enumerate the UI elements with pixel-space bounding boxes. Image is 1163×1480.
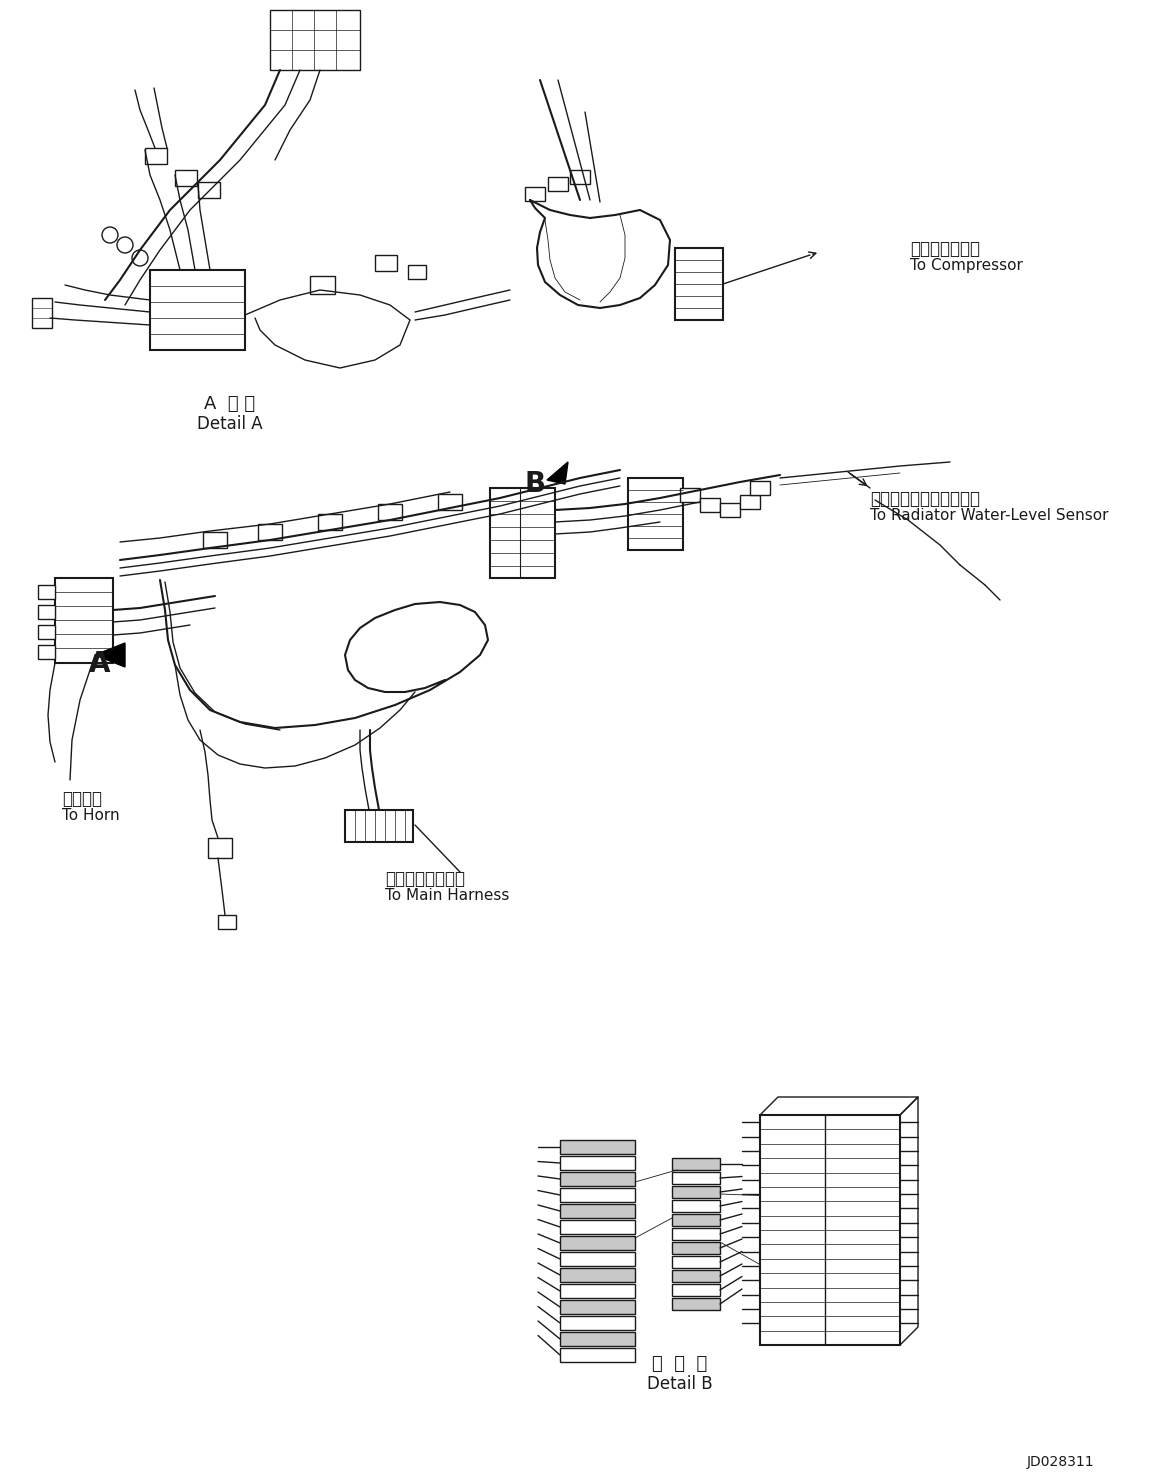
- Bar: [672, 1228, 720, 1240]
- Bar: [548, 178, 568, 191]
- Polygon shape: [95, 642, 124, 667]
- Text: JD028311: JD028311: [1026, 1455, 1094, 1470]
- Bar: [675, 249, 723, 320]
- Polygon shape: [547, 462, 568, 484]
- Bar: [561, 1188, 635, 1202]
- Bar: [672, 1172, 720, 1184]
- Text: 日  詳  細: 日 詳 細: [652, 1356, 707, 1373]
- Text: To Horn: To Horn: [62, 808, 120, 823]
- Bar: [198, 182, 220, 198]
- Bar: [145, 148, 167, 164]
- Bar: [680, 488, 700, 502]
- Bar: [38, 585, 55, 599]
- Bar: [317, 514, 342, 530]
- Bar: [378, 505, 402, 519]
- Text: Detail B: Detail B: [647, 1375, 713, 1393]
- Bar: [38, 605, 55, 619]
- Text: ホーンへ: ホーンへ: [62, 790, 102, 808]
- Text: To Main Harness: To Main Harness: [385, 888, 509, 903]
- Bar: [672, 1185, 720, 1197]
- Bar: [561, 1348, 635, 1362]
- Text: To Radiator Water-Level Sensor: To Radiator Water-Level Sensor: [870, 508, 1108, 522]
- Bar: [672, 1157, 720, 1171]
- Bar: [150, 269, 245, 349]
- Bar: [208, 838, 231, 858]
- Bar: [38, 625, 55, 639]
- Bar: [258, 524, 281, 540]
- Bar: [570, 170, 590, 184]
- Bar: [374, 255, 397, 271]
- Text: メインハーネスへ: メインハーネスへ: [385, 870, 465, 888]
- Bar: [672, 1242, 720, 1254]
- Bar: [561, 1332, 635, 1345]
- Bar: [525, 186, 545, 201]
- Bar: [561, 1172, 635, 1185]
- Bar: [55, 579, 113, 663]
- Bar: [672, 1200, 720, 1212]
- Bar: [561, 1299, 635, 1314]
- Bar: [438, 494, 462, 511]
- Bar: [672, 1298, 720, 1310]
- Bar: [490, 488, 555, 579]
- Bar: [561, 1236, 635, 1251]
- Bar: [561, 1140, 635, 1154]
- Bar: [672, 1257, 720, 1268]
- Bar: [740, 494, 759, 509]
- Bar: [628, 478, 683, 551]
- Bar: [270, 10, 361, 70]
- Bar: [204, 531, 227, 548]
- Bar: [217, 915, 236, 929]
- Text: B: B: [525, 471, 545, 497]
- Text: A  詳 細: A 詳 細: [205, 395, 256, 413]
- Bar: [311, 275, 335, 295]
- Text: To Compressor: To Compressor: [909, 258, 1023, 272]
- Bar: [561, 1252, 635, 1265]
- Bar: [759, 1114, 900, 1345]
- Bar: [750, 481, 770, 494]
- Text: A: A: [90, 650, 110, 678]
- Bar: [720, 503, 740, 517]
- Bar: [561, 1285, 635, 1298]
- Text: ラジエータ水位センサへ: ラジエータ水位センサへ: [870, 490, 980, 508]
- Bar: [672, 1214, 720, 1225]
- Bar: [561, 1156, 635, 1171]
- Bar: [700, 497, 720, 512]
- Bar: [561, 1205, 635, 1218]
- Bar: [561, 1268, 635, 1282]
- Bar: [345, 810, 413, 842]
- Bar: [38, 645, 55, 659]
- Bar: [33, 297, 52, 329]
- Bar: [174, 170, 197, 186]
- Bar: [561, 1220, 635, 1234]
- Text: コンプレッサへ: コンプレッサへ: [909, 240, 980, 258]
- Bar: [672, 1270, 720, 1282]
- Bar: [561, 1316, 635, 1331]
- Bar: [672, 1285, 720, 1296]
- Text: Detail A: Detail A: [198, 414, 263, 434]
- Bar: [408, 265, 426, 280]
